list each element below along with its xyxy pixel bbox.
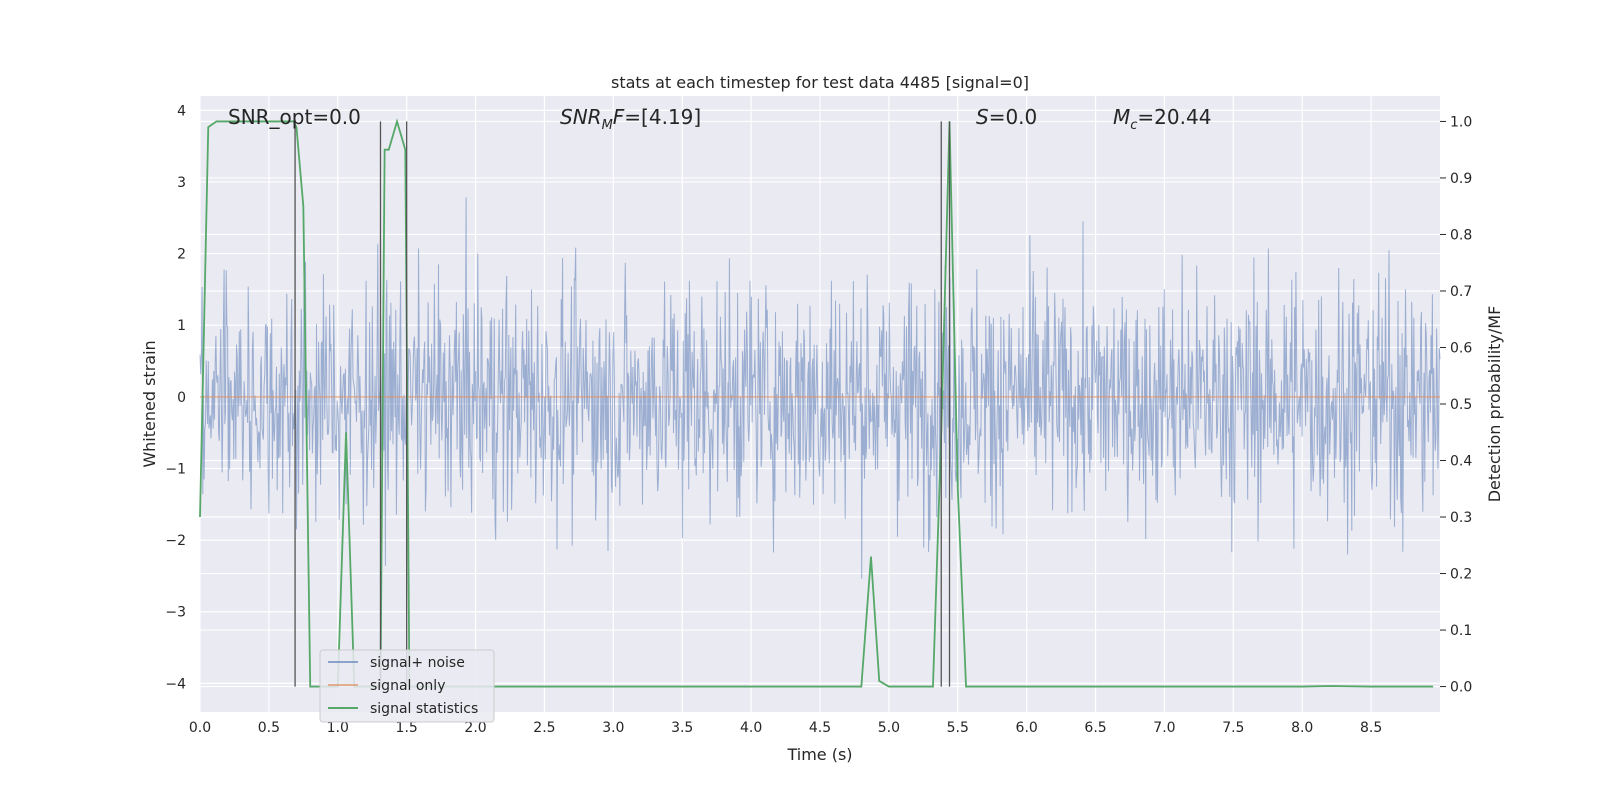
y-right-tick-label: 0.8 xyxy=(1450,227,1472,243)
x-tick-label: 0.0 xyxy=(189,720,211,736)
legend-label-signal: signal only xyxy=(370,678,445,694)
x-tick-label: 7.5 xyxy=(1222,720,1244,736)
y-left-tick-label: 4 xyxy=(177,103,186,119)
y-right-tick-label: 0.2 xyxy=(1450,567,1472,583)
x-axis-label: Time (s) xyxy=(786,745,852,764)
x-tick-label: 2.5 xyxy=(533,720,555,736)
y-left-tick-label: −4 xyxy=(165,676,186,692)
y-right-tick-label: 0.7 xyxy=(1450,284,1472,300)
y-right-tick-label: 0.0 xyxy=(1450,680,1472,696)
x-tick-label: 1.5 xyxy=(396,720,418,736)
x-tick-label: 8.0 xyxy=(1291,720,1313,736)
x-tick-label: 7.0 xyxy=(1153,720,1175,736)
x-tick-label: 5.5 xyxy=(947,720,969,736)
y-right-tick-label: 0.5 xyxy=(1450,397,1472,413)
x-tick-label: 5.0 xyxy=(878,720,900,736)
y-left-tick-label: 3 xyxy=(177,175,186,191)
y-left-axis-label: Whitened strain xyxy=(140,340,159,467)
y-right-tick-label: 1.0 xyxy=(1450,114,1472,130)
x-tick-label: 4.0 xyxy=(740,720,762,736)
legend: signal+ noise signal only signal statist… xyxy=(319,649,495,723)
x-axis-ticks: 0.0 0.5 1.0 1.5 2.0 2.5 3.0 3.5 4.0 4.5 5.0 5.5 6.0 6… xyxy=(189,720,1382,736)
y-left-axis-ticks: 4 3 2 1 0 −1 −2 −3 −4 xyxy=(165,103,186,692)
y-right-tick-label: 0.6 xyxy=(1450,340,1472,356)
x-tick-label: 3.5 xyxy=(671,720,693,736)
y-right-tick-label: 0.4 xyxy=(1450,454,1472,470)
y-left-tick-label: −1 xyxy=(165,461,186,477)
annotation-snr-opt: SNR_opt=0.0 xyxy=(228,105,361,129)
y-right-tick-label: 0.3 xyxy=(1450,510,1472,526)
x-tick-label: 6.0 xyxy=(1016,720,1038,736)
y-left-tick-label: −3 xyxy=(165,605,186,621)
x-tick-label: 4.5 xyxy=(809,720,831,736)
stats-trace xyxy=(199,118,1434,688)
annotation-mc: Mc=20.44 xyxy=(1113,105,1211,133)
y-left-tick-label: −2 xyxy=(165,533,186,549)
grid xyxy=(199,96,1440,712)
y-left-tick-label: 0 xyxy=(177,390,186,406)
x-tick-label: 1.0 xyxy=(327,720,349,736)
legend-box xyxy=(319,649,495,723)
x-tick-label: 8.5 xyxy=(1360,720,1382,736)
series-signal-statistics xyxy=(199,118,1434,688)
chart-title: stats at each timestep for test data 448… xyxy=(611,73,1029,92)
y-left-tick-label: 2 xyxy=(177,247,186,263)
annotation-snr-mf: SNRMF=[4.19] xyxy=(560,105,701,133)
x-tick-label: 3.0 xyxy=(602,720,624,736)
y-left-tick-label: 1 xyxy=(177,318,186,334)
y-right-tick-label: 0.1 xyxy=(1450,623,1472,639)
vertical-markers xyxy=(294,121,951,687)
y-right-axis-ticks: 1.0 0.9 0.8 0.7 0.6 0.5 0.4 0.3 0.2 0.1 0.0 xyxy=(1440,114,1472,696)
x-tick-label: 2.0 xyxy=(464,720,486,736)
annotation-s: S=0.0 xyxy=(976,105,1037,129)
y-right-tick-label: 0.9 xyxy=(1450,171,1472,187)
legend-label-stats: signal statistics xyxy=(370,701,478,717)
y-right-axis-label: Detection probability/MF xyxy=(1485,306,1504,503)
x-tick-label: 6.5 xyxy=(1084,720,1106,736)
legend-label-noise: signal+ noise xyxy=(370,655,465,671)
x-tick-label: 0.5 xyxy=(258,720,280,736)
